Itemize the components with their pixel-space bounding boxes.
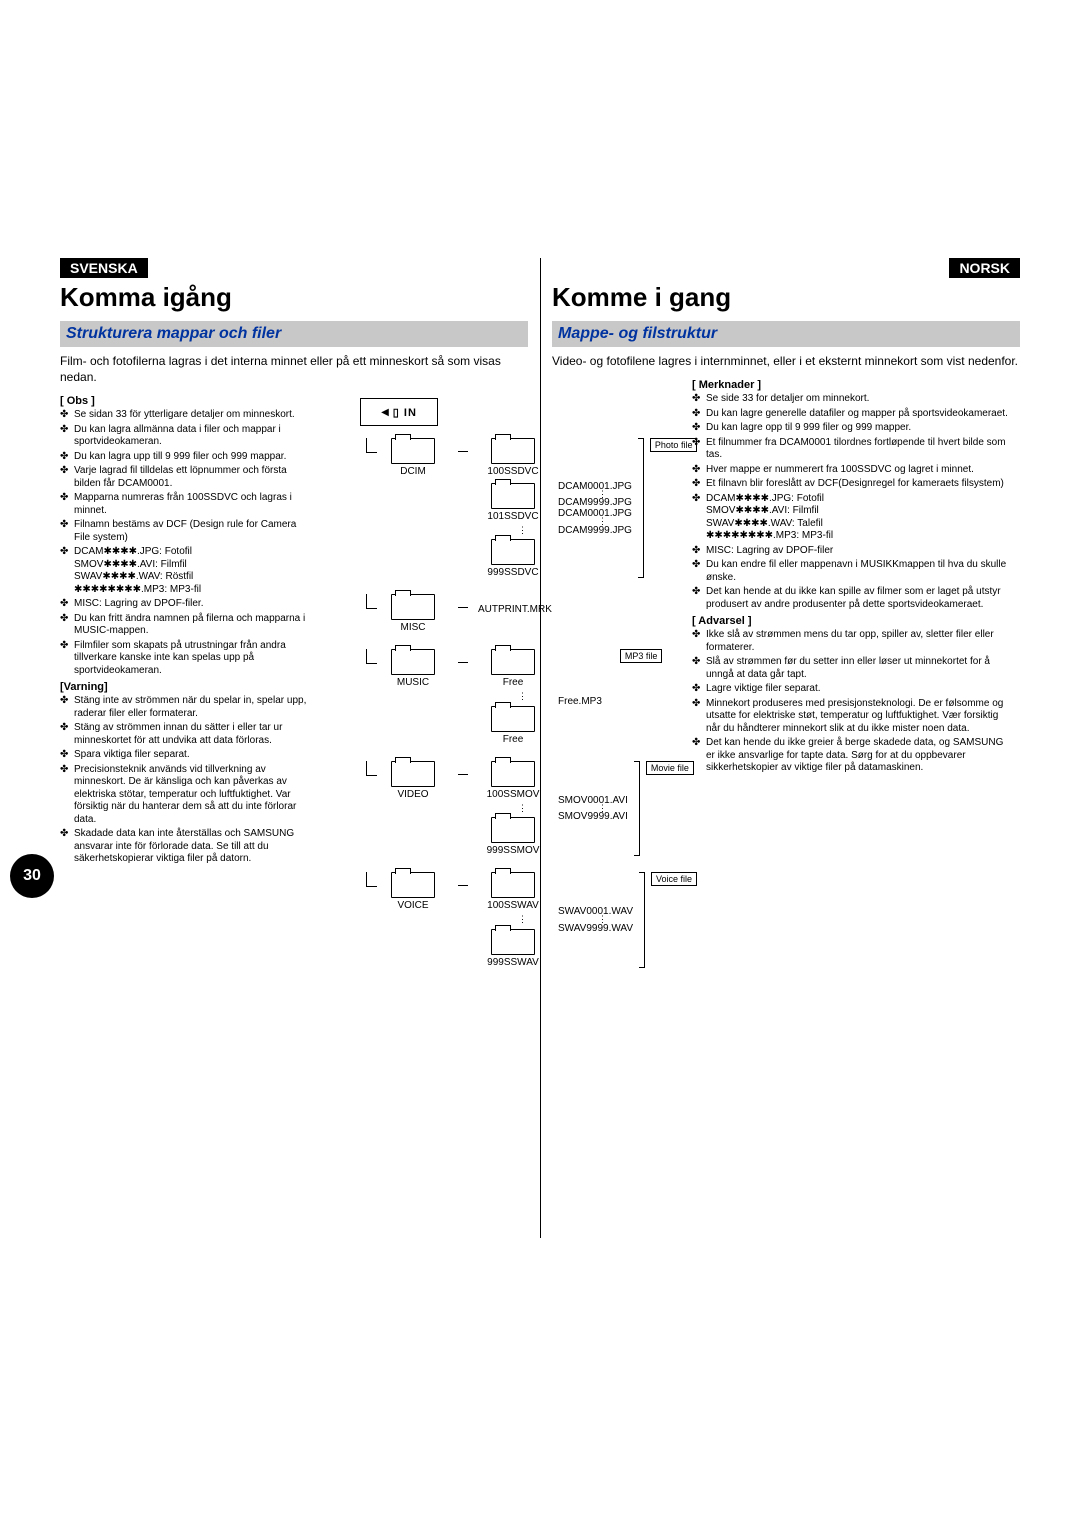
folder-icon (491, 539, 535, 565)
file-type-badge: Photo file (650, 438, 698, 452)
file-type-badge: MP3 file (620, 649, 663, 663)
file-name: SWAV0001.WAV (558, 906, 633, 917)
list-item: Stäng av strömmen innan du sätter i elle… (60, 722, 310, 747)
folder-icon (491, 761, 535, 787)
list-item: Spara viktiga filer separat. (60, 749, 310, 762)
file-type-badge: Movie file (646, 761, 694, 775)
file-name: AUTPRINT.MRK (478, 604, 552, 615)
list-item: Skadade data kan inte återställas och SA… (60, 828, 310, 866)
list-item: Filnamn bestäms av DCF (Design rule for … (60, 519, 310, 544)
language-badge-left: SVENSKA (60, 258, 148, 278)
folder-diagram: ◀ ▯ IN DCIM 100SSDVC 101SSDVC (360, 398, 780, 984)
file-type-badge: Voice file (651, 872, 697, 886)
video-group: VIDEO 100SSMOV ⋮ 999SSMOV SM (360, 761, 780, 856)
folder-label: MISC (401, 622, 426, 633)
folder-label: 100SSMOV (487, 789, 540, 800)
folder-label: 999SSWAV (487, 957, 539, 968)
section-bar-right: Mappe- og filstruktur (552, 321, 1020, 347)
misc-group: MISC AUTPRINT.MRK (360, 594, 780, 633)
folder-icon (491, 649, 535, 675)
list-item: Mapparna numreras från 100SSDVC och lagr… (60, 492, 310, 517)
title-right: Komme i gang (552, 282, 1020, 313)
folder-label: VIDEO (397, 789, 428, 800)
folder-label: MUSIC (397, 677, 429, 688)
folder-icon (391, 438, 435, 464)
warn-list: Stäng inte av strömmen när du spelar in,… (60, 695, 310, 866)
folder-label: VOICE (397, 900, 428, 911)
section-bar-left: Strukturera mappar och filer (60, 321, 528, 347)
list-item: MISC: Lagring av DPOF-filer. (60, 598, 310, 611)
folder-label: 101SSDVC (487, 511, 538, 522)
folder-icon (491, 706, 535, 732)
file-name: SMOV9999.AVI (558, 811, 628, 822)
notes-left: [ Obs ] Se sidan 33 för ytterligare deta… (60, 395, 310, 866)
page-number-badge: 30 (10, 854, 54, 898)
section-title-right: Mappe- og filstruktur (558, 325, 1014, 343)
file-name: DCAM0001.JPG (558, 508, 632, 519)
folder-label: Free (503, 677, 524, 688)
root-box: ◀ ▯ IN (360, 398, 438, 426)
intro-right: Video- og fotofilene lagres i internminn… (552, 353, 1020, 369)
list-item: Du kan fritt ändra namnen på filerna och… (60, 613, 310, 638)
language-badge-right: NORSK (949, 258, 1020, 278)
title-left: Komma igång (60, 282, 528, 313)
obs-label: [ Obs ] (60, 395, 310, 407)
file-name: DCAM0001.JPG (558, 481, 632, 492)
file-name: SMOV0001.AVI (558, 795, 628, 806)
file-name: SWAV9999.WAV (558, 923, 633, 934)
folder-label: 100SSDVC (487, 466, 538, 477)
list-item: Stäng inte av strömmen när du spelar in,… (60, 695, 310, 720)
list-item: Du kan lagra upp till 9 999 filer och 99… (60, 451, 310, 464)
folder-icon (391, 594, 435, 620)
page: SVENSKA Komma igång Strukturera mappar o… (60, 258, 1020, 868)
list-item: DCAM✱✱✱✱.JPG: Fotofil SMOV✱✱✱✱.AVI: Film… (60, 546, 310, 596)
file-name: DCAM9999.JPG (558, 497, 632, 508)
folder-icon (391, 872, 435, 898)
list-item: Du kan lagra allmänna data i filer och m… (60, 424, 310, 449)
file-name: Free.MP3 (558, 696, 602, 707)
list-item: Filmfiler som skapats på utrustningar fr… (60, 640, 310, 678)
list-item: Precisionsteknik används vid tillverknin… (60, 764, 310, 827)
section-title-left: Strukturera mappar och filer (66, 325, 522, 343)
merk-label: [ Merknader ] (692, 379, 1012, 391)
play-icon: ◀ (381, 407, 389, 418)
folder-icon (391, 649, 435, 675)
warn-label: [Varning] (60, 681, 310, 693)
folder-label: DCIM (400, 466, 426, 477)
list-item: Se sidan 33 för ytterligare detaljer om … (60, 409, 310, 422)
folder-label: 100SSWAV (487, 900, 539, 911)
folder-icon (391, 761, 435, 787)
obs-list: Se sidan 33 för ytterligare detaljer om … (60, 409, 310, 677)
folder-icon (491, 483, 535, 509)
folder-icon (491, 872, 535, 898)
folder-icon (491, 817, 535, 843)
folder-icon (491, 438, 535, 464)
music-group: MUSIC Free ⋮ Free Free.MP3 (360, 649, 780, 744)
list-item: Varje lagrad fil tilldelas ett löpnummer… (60, 465, 310, 490)
folder-icon (491, 929, 535, 955)
voice-group: VOICE 100SSWAV ⋮ 999SSWAV SW (360, 872, 780, 967)
folder-label: Free (503, 734, 524, 745)
dcim-group: DCIM 100SSDVC 101SSDVC ⋮ 999SSDVC (360, 438, 780, 578)
intro-left: Film- och fotofilerna lagras i det inter… (60, 353, 528, 385)
folder-label: 999SSMOV (487, 845, 540, 856)
memory-label: ▯ IN (393, 406, 417, 419)
file-name: DCAM9999.JPG (558, 525, 632, 536)
folder-label: 999SSDVC (487, 567, 538, 578)
